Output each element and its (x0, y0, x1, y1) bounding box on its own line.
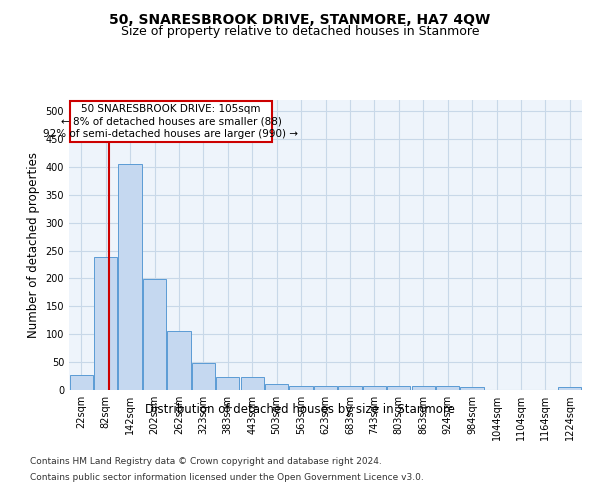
Bar (338, 386, 362, 390)
Text: ← 8% of detached houses are smaller (88): ← 8% of detached houses are smaller (88) (61, 116, 281, 126)
Bar (558, 387, 581, 390)
Bar (192, 362, 215, 390)
Bar (460, 386, 484, 390)
Text: 50, SNARESBROOK DRIVE, STANMORE, HA7 4QW: 50, SNARESBROOK DRIVE, STANMORE, HA7 4QW (109, 12, 491, 26)
Bar (143, 279, 166, 390)
Y-axis label: Number of detached properties: Number of detached properties (27, 152, 40, 338)
Bar (436, 386, 459, 390)
Bar (94, 258, 117, 390)
Bar (363, 386, 386, 390)
FancyBboxPatch shape (70, 101, 272, 142)
Text: Contains public sector information licensed under the Open Government Licence v3: Contains public sector information licen… (30, 472, 424, 482)
Bar (314, 386, 337, 390)
Bar (118, 164, 142, 390)
Bar (265, 384, 288, 390)
Bar (412, 386, 435, 390)
Bar (70, 375, 93, 390)
Bar (387, 386, 410, 390)
Text: Size of property relative to detached houses in Stanmore: Size of property relative to detached ho… (121, 25, 479, 38)
Text: Contains HM Land Registry data © Crown copyright and database right 2024.: Contains HM Land Registry data © Crown c… (30, 458, 382, 466)
Text: Distribution of detached houses by size in Stanmore: Distribution of detached houses by size … (145, 402, 455, 415)
Bar (167, 332, 191, 390)
Bar (216, 376, 239, 390)
Text: 50 SNARESBROOK DRIVE: 105sqm: 50 SNARESBROOK DRIVE: 105sqm (81, 104, 261, 115)
Bar (241, 376, 264, 390)
Bar (289, 386, 313, 390)
Text: 92% of semi-detached houses are larger (990) →: 92% of semi-detached houses are larger (… (43, 129, 298, 139)
